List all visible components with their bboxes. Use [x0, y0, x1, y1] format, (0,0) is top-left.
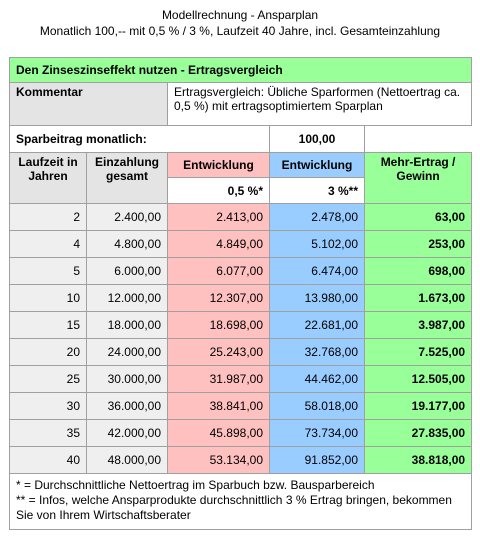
data-cell: 22.681,00	[269, 311, 365, 339]
data-cell: 53.134,00	[167, 446, 270, 474]
data-row: 15 18.000,00 18.698,00 22.681,00 3.987,00	[9, 311, 473, 339]
data-cell: 4	[9, 230, 87, 258]
column-header: Mehr-Ertrag / Gewinn	[363, 152, 473, 204]
contribution-label: Sparbeitrag monatlich:	[9, 125, 270, 153]
comparison-table: Den Zinseszinseffekt nutzen - Ertragsver…	[8, 57, 473, 530]
column-header: Einzahlung gesamt	[86, 152, 168, 204]
data-row: 20 24.000,00 25.243,00 32.768,00 7.525,00	[9, 338, 473, 366]
data-cell: 10	[9, 284, 87, 312]
header: Modellrechnung - Ansparplan Monatlich 10…	[0, 0, 480, 50]
data-cell: 15	[9, 311, 87, 339]
data-cell: 13.980,00	[269, 284, 365, 312]
footnote: * = Durchschnittliche Nettoertrag im Spa…	[16, 478, 375, 492]
data-row: 40 48.000,00 53.134,00 91.852,00 38.818,00	[9, 446, 473, 474]
data-cell: 4.849,00	[167, 230, 270, 258]
column-header: Laufzeit in Jahren	[9, 152, 87, 204]
data-cell: 20	[9, 338, 87, 366]
empty-cell	[363, 125, 472, 153]
data-cell: 2.413,00	[167, 203, 270, 231]
rate-label: 3 %**	[269, 177, 365, 204]
data-cell: 32.768,00	[269, 338, 365, 366]
data-cell: 7.525,00	[363, 338, 473, 366]
data-cell: 73.734,00	[269, 419, 365, 447]
data-cell: 2	[9, 203, 87, 231]
data-row: 30 36.000,00 38.841,00 58.018,00 19.177,00	[9, 392, 473, 420]
subtitle: Monatlich 100,-- mit 0,5 % / 3 %, Laufze…	[39, 24, 441, 38]
data-cell: 19.177,00	[363, 392, 473, 420]
data-cell: 30.000,00	[86, 365, 168, 393]
data-cell: 48.000,00	[86, 446, 168, 474]
data-cell: 36.000,00	[86, 392, 168, 420]
column-header: Entwicklung	[269, 152, 365, 178]
rate-label: 0,5 %*	[167, 177, 270, 204]
data-cell: 6.077,00	[167, 257, 270, 285]
data-cell: 25.243,00	[167, 338, 270, 366]
data-cell: 38.841,00	[167, 392, 270, 420]
data-cell: 12.307,00	[167, 284, 270, 312]
data-cell: 27.835,00	[363, 419, 473, 447]
data-cell: 12.000,00	[86, 284, 168, 312]
data-cell: 12.505,00	[363, 365, 473, 393]
data-cell: 45.898,00	[167, 419, 270, 447]
data-cell: 58.018,00	[269, 392, 365, 420]
title: Modellrechnung - Ansparplan	[161, 8, 319, 22]
contribution-row: Sparbeitrag monatlich: 100,00	[9, 125, 472, 153]
data-cell: 2.400,00	[86, 203, 168, 231]
data-cell: 25	[9, 365, 87, 393]
data-cell: 38.818,00	[363, 446, 473, 474]
data-cell: 698,00	[363, 257, 473, 285]
data-cell: 6.474,00	[269, 257, 365, 285]
comment-row: Kommentar Ertragsvergleich: Übliche Spar…	[9, 82, 473, 126]
data-cell: 6.000,00	[86, 257, 168, 285]
data-cell: 3.987,00	[363, 311, 473, 339]
data-cell: 253,00	[363, 230, 473, 258]
data-row: 5 6.000,00 6.077,00 6.474,00 698,00	[9, 257, 473, 285]
data-cell: 44.462,00	[269, 365, 365, 393]
footnote: ** = Infos, welche Ansparprodukte durchs…	[16, 493, 452, 522]
data-cell: 35	[9, 419, 87, 447]
data-cell: 42.000,00	[86, 419, 168, 447]
data-row: 4 4.800,00 4.849,00 5.102,00 253,00	[9, 230, 473, 258]
column-header-row: Laufzeit in Jahren Einzahlung gesamt Ent…	[9, 152, 473, 204]
contribution-value: 100,00	[269, 125, 365, 153]
data-row: 25 30.000,00 31.987,00 44.462,00 12.505,00	[9, 365, 473, 393]
data-cell: 30	[9, 392, 87, 420]
comment-text: Ertragsvergleich: Übliche Sparformen (Ne…	[166, 82, 473, 126]
data-cell: 40	[9, 446, 87, 474]
data-cell: 1.673,00	[363, 284, 473, 312]
data-cell: 18.000,00	[86, 311, 168, 339]
footnote-row: * = Durchschnittliche Nettoertrag im Spa…	[8, 473, 473, 530]
data-cell: 5.102,00	[269, 230, 365, 258]
comment-label: Kommentar	[9, 82, 168, 126]
data-cell: 2.478,00	[269, 203, 365, 231]
data-cell: 5	[9, 257, 87, 285]
data-cell: 31.987,00	[167, 365, 270, 393]
footnotes: * = Durchschnittliche Nettoertrag im Spa…	[8, 473, 473, 530]
heading-row: Den Zinseszinseffekt nutzen - Ertragsver…	[8, 57, 473, 83]
data-cell: 4.800,00	[86, 230, 168, 258]
data-cell: 24.000,00	[86, 338, 168, 366]
data-cell: 63,00	[363, 203, 473, 231]
rate-row: 0,5 %* 3 %**	[10, 177, 472, 204]
table-heading: Den Zinseszinseffekt nutzen - Ertragsver…	[8, 57, 473, 83]
data-row: 2 2.400,00 2.413,00 2.478,00 63,00	[9, 203, 473, 231]
column-header: Entwicklung	[167, 152, 270, 178]
table-body: Den Zinseszinseffekt nutzen - Ertragsver…	[8, 57, 473, 530]
data-cell: 91.852,00	[269, 446, 365, 474]
data-cell: 18.698,00	[167, 311, 270, 339]
data-row: 10 12.000,00 12.307,00 13.980,00 1.673,00	[9, 284, 473, 312]
data-row: 35 42.000,00 45.898,00 73.734,00 27.835,00	[9, 419, 473, 447]
